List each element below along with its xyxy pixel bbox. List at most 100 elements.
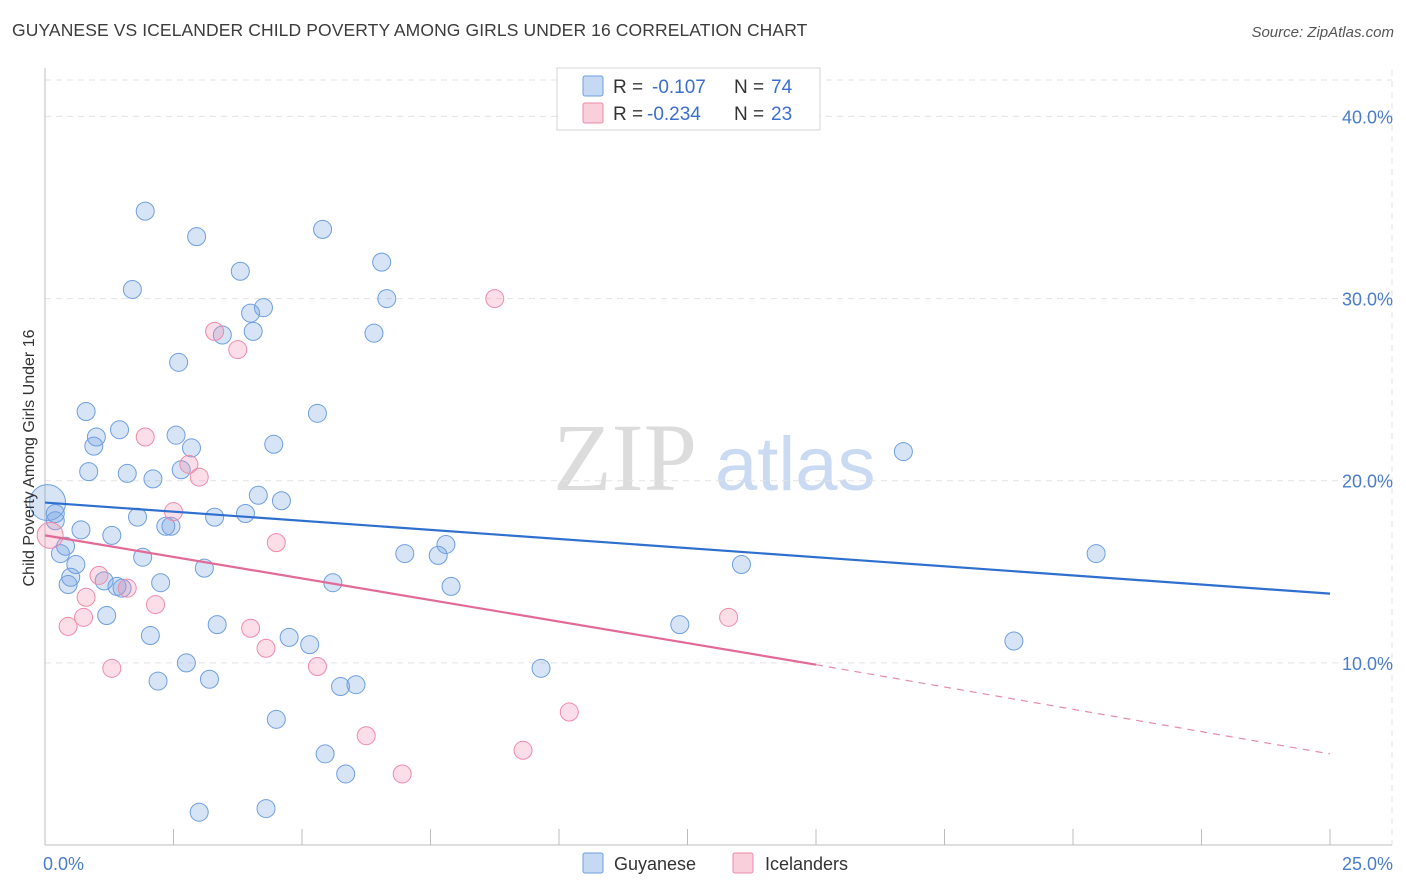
guyanese-point-6 (61, 567, 81, 587)
guyanese-point-61 (372, 252, 392, 272)
guyanese-point-30 (166, 425, 186, 445)
icelanders-point-22 (559, 702, 579, 722)
guyanese-point-12 (86, 427, 106, 447)
guyanese-point-20 (122, 279, 142, 299)
guyanese-point-51 (279, 627, 299, 647)
guyanese-point-46 (253, 298, 273, 318)
guyanese-point-35 (187, 227, 207, 247)
icelanders-point-14 (241, 618, 261, 638)
y-tick-label-3: 40.0% (1342, 107, 1393, 127)
guyanese-point-2 (45, 511, 65, 531)
legend-r-value-2: -0.234 (647, 104, 701, 125)
guyanese-point-31 (169, 352, 189, 372)
guyanese-point-48 (264, 434, 284, 454)
icelanders-point-6 (117, 578, 137, 598)
x-tick-labels: 0.0% 25.0% (43, 854, 1393, 874)
guyanese-point-21 (128, 507, 148, 527)
guyanese-point-14 (97, 606, 117, 625)
guyanese-point-41 (230, 261, 250, 281)
icelanders-point-21 (513, 740, 533, 760)
guyanese-point-29 (161, 516, 181, 536)
guyanese-point-55 (315, 744, 335, 764)
legend-box: R = -0.107 N = 74 R = -0.234 N = 23 (556, 67, 821, 131)
guyanese-point-72 (1086, 544, 1106, 564)
y-tick-label-2: 30.0% (1342, 290, 1393, 310)
guyanese-point-33 (176, 653, 196, 673)
icelanders-point-16 (266, 533, 286, 553)
guyanese-point-37 (199, 669, 219, 689)
guyanese-point-1 (45, 504, 65, 523)
guyanese-point-13 (94, 571, 114, 591)
x-tick-label-0: 0.0% (43, 854, 84, 874)
guyanese-point-71 (1004, 631, 1024, 651)
icelanders-trend-line (44, 534, 817, 666)
guyanese-point-57 (331, 677, 351, 697)
guyanese-point-44 (243, 321, 263, 341)
guyanese-point-68 (670, 615, 690, 635)
y-tick-label-0: 10.0% (1342, 654, 1393, 674)
legend-swatch-guyanese (582, 75, 604, 97)
guyanese-point-17 (110, 420, 130, 440)
guyanese-point-23 (135, 201, 155, 221)
guyanese-point-5 (58, 575, 78, 595)
icelanders-point-20 (485, 289, 505, 309)
icelanders-point-18 (356, 726, 376, 746)
bottom-legend-label-icelanders: Icelanders (765, 854, 848, 874)
y-tick-label-1: 20.0% (1342, 472, 1393, 492)
guyanese-point-64 (428, 545, 448, 565)
guyanese-point-66 (441, 576, 461, 596)
legend-n-label-1: N = (734, 77, 764, 98)
y-axis-label: Child Poverty Among Girls Under 16 (21, 329, 38, 586)
guyanese-point-52 (300, 635, 320, 655)
bottom-legend-label-guyanese: Guyanese (614, 854, 696, 874)
icelanders-trend-extension (815, 664, 1331, 755)
guyanese-point-25 (143, 469, 163, 489)
data-points (29, 201, 1106, 822)
guyanese-point-15 (102, 525, 122, 545)
icelanders-point-19 (392, 764, 412, 784)
icelanders-point-10 (179, 454, 199, 474)
icelanders-point-3 (76, 587, 96, 607)
guyanese-point-10 (79, 462, 99, 482)
guyanese-point-39 (207, 615, 227, 635)
watermark-atlas: atlas (715, 422, 876, 507)
guyanese-point-50 (271, 491, 291, 511)
guyanese-point-42 (235, 504, 255, 523)
guyanese-point-49 (266, 709, 286, 729)
chart-title: GUYANESE VS ICELANDER CHILD POVERTY AMON… (12, 20, 808, 40)
guyanese-point-59 (346, 675, 366, 695)
guyanese-point-53 (307, 403, 327, 423)
legend-n-value-1: 74 (771, 77, 793, 98)
icelanders-point-11 (189, 467, 209, 487)
y-tick-labels: 10.0% 20.0% 30.0% 40.0% (1342, 107, 1393, 673)
axes (44, 68, 1392, 846)
guyanese-point-47 (256, 799, 276, 819)
legend-r-value-1: -0.107 (652, 77, 706, 98)
icelanders-point-17 (307, 657, 327, 676)
legend-r-label-1: R = (613, 77, 643, 98)
guyanese-point-63 (395, 544, 415, 564)
guyanese-point-26 (148, 671, 168, 691)
grid-lines (45, 70, 1393, 845)
icelanders-point-8 (146, 595, 166, 615)
guyanese-point-43 (241, 303, 261, 323)
legend-n-label-2: N = (734, 104, 764, 125)
icelanders-point-13 (228, 340, 248, 360)
guyanese-point-9 (76, 402, 96, 421)
guyanese-point-24 (140, 626, 160, 646)
guyanese-point-54 (313, 219, 333, 239)
icelanders-point-12 (205, 321, 225, 341)
source-label: Source: ZipAtlas.com (1251, 24, 1394, 41)
legend-swatch-icelanders (582, 102, 604, 124)
guyanese-point-28 (156, 516, 176, 536)
icelanders-point-4 (89, 565, 109, 585)
bottom-legend: Guyanese Icelanders (582, 852, 848, 874)
guyanese-point-69 (731, 555, 751, 574)
icelanders-point-1 (58, 616, 78, 636)
x-tick-label-1: 25.0% (1342, 854, 1393, 874)
legend-n-value-2: 23 (771, 104, 792, 125)
watermark-zip: ZIP (553, 404, 697, 511)
guyanese-point-60 (364, 323, 384, 343)
guyanese-point-70 (893, 442, 913, 462)
icelanders-point-5 (102, 658, 122, 678)
